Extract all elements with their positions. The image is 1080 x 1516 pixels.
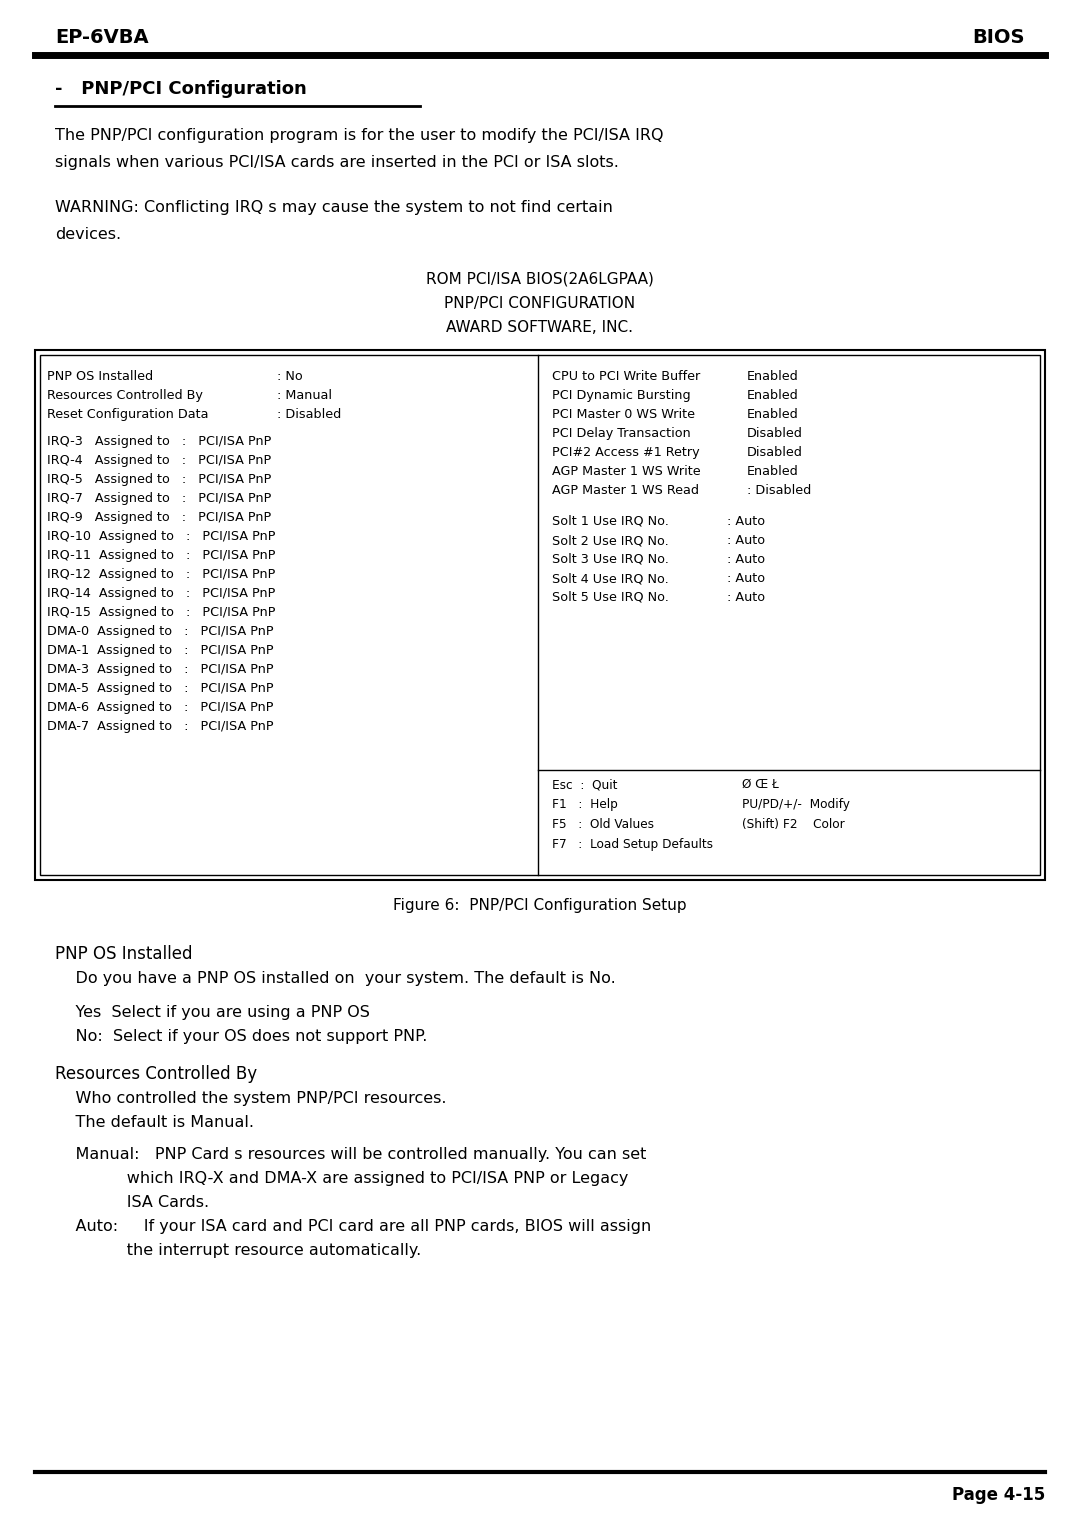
Text: PNP OS Installed: PNP OS Installed [55, 944, 192, 963]
Text: : Auto: : Auto [727, 572, 765, 585]
Text: which IRQ-X and DMA-X are assigned to PCI/ISA PNP or Legacy: which IRQ-X and DMA-X are assigned to PC… [55, 1170, 629, 1186]
Text: IRQ-3   Assigned to   :   PCI/ISA PnP: IRQ-3 Assigned to : PCI/ISA PnP [48, 435, 271, 449]
Text: IRQ-7   Assigned to   :   PCI/ISA PnP: IRQ-7 Assigned to : PCI/ISA PnP [48, 493, 271, 505]
Text: AWARD SOFTWARE, INC.: AWARD SOFTWARE, INC. [446, 320, 634, 335]
Text: IRQ-4   Assigned to   :   PCI/ISA PnP: IRQ-4 Assigned to : PCI/ISA PnP [48, 453, 271, 467]
Text: PCI Master 0 WS Write: PCI Master 0 WS Write [552, 408, 696, 421]
Text: : Disabled: : Disabled [747, 484, 811, 497]
Text: IRQ-9   Assigned to   :   PCI/ISA PnP: IRQ-9 Assigned to : PCI/ISA PnP [48, 511, 271, 525]
Text: BIOS: BIOS [972, 27, 1025, 47]
Text: AGP Master 1 WS Read: AGP Master 1 WS Read [552, 484, 699, 497]
Text: DMA-0  Assigned to   :   PCI/ISA PnP: DMA-0 Assigned to : PCI/ISA PnP [48, 625, 273, 638]
Text: IRQ-5   Assigned to   :   PCI/ISA PnP: IRQ-5 Assigned to : PCI/ISA PnP [48, 473, 271, 487]
Text: Solt 2 Use IRQ No.: Solt 2 Use IRQ No. [552, 534, 669, 547]
Text: EP-6VBA: EP-6VBA [55, 27, 149, 47]
Text: : Auto: : Auto [727, 591, 765, 603]
Text: DMA-7  Assigned to   :   PCI/ISA PnP: DMA-7 Assigned to : PCI/ISA PnP [48, 720, 273, 734]
Text: PNP/PCI CONFIGURATION: PNP/PCI CONFIGURATION [445, 296, 635, 311]
Text: The PNP/PCI configuration program is for the user to modify the PCI/ISA IRQ: The PNP/PCI configuration program is for… [55, 127, 663, 143]
Text: IRQ-11  Assigned to   :   PCI/ISA PnP: IRQ-11 Assigned to : PCI/ISA PnP [48, 549, 275, 562]
Text: devices.: devices. [55, 227, 121, 243]
Text: : Auto: : Auto [727, 534, 765, 547]
Text: F1   :  Help: F1 : Help [552, 797, 618, 811]
Text: : Auto: : Auto [727, 553, 765, 565]
Text: Solt 3 Use IRQ No.: Solt 3 Use IRQ No. [552, 553, 669, 565]
Bar [40, 355, 1040, 875]
Text: DMA-3  Assigned to   :   PCI/ISA PnP: DMA-3 Assigned to : PCI/ISA PnP [48, 662, 273, 676]
Text: -   PNP/PCI Configuration: - PNP/PCI Configuration [55, 80, 307, 99]
Text: signals when various PCI/ISA cards are inserted in the PCI or ISA slots.: signals when various PCI/ISA cards are i… [55, 155, 619, 170]
Text: Esc  :  Quit: Esc : Quit [552, 778, 618, 791]
Text: CPU to PCI Write Buffer: CPU to PCI Write Buffer [552, 370, 700, 384]
Text: Enabled: Enabled [747, 465, 799, 478]
Text: IRQ-14  Assigned to   :   PCI/ISA PnP: IRQ-14 Assigned to : PCI/ISA PnP [48, 587, 275, 600]
Text: PU/PD/+/-  Modify: PU/PD/+/- Modify [742, 797, 850, 811]
Text: DMA-1  Assigned to   :   PCI/ISA PnP: DMA-1 Assigned to : PCI/ISA PnP [48, 644, 273, 656]
Text: AGP Master 1 WS Write: AGP Master 1 WS Write [552, 465, 701, 478]
Text: Solt 1 Use IRQ No.: Solt 1 Use IRQ No. [552, 515, 669, 528]
Text: DMA-5  Assigned to   :   PCI/ISA PnP: DMA-5 Assigned to : PCI/ISA PnP [48, 682, 273, 694]
Text: Ø Œ Ł: Ø Œ Ł [742, 778, 779, 791]
Text: F7   :  Load Setup Defaults: F7 : Load Setup Defaults [552, 838, 713, 850]
Bar [35, 350, 1045, 879]
Text: WARNING: Conflicting IRQ s may cause the system to not find certain: WARNING: Conflicting IRQ s may cause the… [55, 200, 612, 215]
Text: IRQ-12  Assigned to   :   PCI/ISA PnP: IRQ-12 Assigned to : PCI/ISA PnP [48, 568, 275, 581]
Text: Reset Configuration Data: Reset Configuration Data [48, 408, 208, 421]
Text: Solt 4 Use IRQ No.: Solt 4 Use IRQ No. [552, 572, 669, 585]
Text: Enabled: Enabled [747, 390, 799, 402]
Text: The default is Manual.: The default is Manual. [55, 1114, 254, 1129]
Text: Disabled: Disabled [747, 428, 802, 440]
Text: Resources Controlled By: Resources Controlled By [48, 390, 203, 402]
Text: Page 4-15: Page 4-15 [951, 1486, 1045, 1504]
Text: : Auto: : Auto [727, 515, 765, 528]
Text: Figure 6:  PNP/PCI Configuration Setup: Figure 6: PNP/PCI Configuration Setup [393, 897, 687, 913]
Text: DMA-6  Assigned to   :   PCI/ISA PnP: DMA-6 Assigned to : PCI/ISA PnP [48, 700, 273, 714]
Text: PCI Delay Transaction: PCI Delay Transaction [552, 428, 691, 440]
Text: Yes  Select if you are using a PNP OS: Yes Select if you are using a PNP OS [55, 1005, 369, 1020]
Text: Disabled: Disabled [747, 446, 802, 459]
Text: ROM PCI/ISA BIOS(2A6LGPAA): ROM PCI/ISA BIOS(2A6LGPAA) [427, 271, 653, 287]
Text: Do you have a PNP OS installed on  your system. The default is No.: Do you have a PNP OS installed on your s… [55, 972, 616, 985]
Text: Enabled: Enabled [747, 408, 799, 421]
Text: IRQ-10  Assigned to   :   PCI/ISA PnP: IRQ-10 Assigned to : PCI/ISA PnP [48, 531, 275, 543]
Text: : Disabled: : Disabled [276, 408, 341, 421]
Text: IRQ-15  Assigned to   :   PCI/ISA PnP: IRQ-15 Assigned to : PCI/ISA PnP [48, 606, 275, 619]
Text: : No: : No [276, 370, 302, 384]
Text: F5   :  Old Values: F5 : Old Values [552, 819, 654, 831]
Text: ISA Cards.: ISA Cards. [55, 1195, 210, 1210]
Text: the interrupt resource automatically.: the interrupt resource automatically. [55, 1243, 421, 1258]
Text: PCI Dynamic Bursting: PCI Dynamic Bursting [552, 390, 690, 402]
Text: Resources Controlled By: Resources Controlled By [55, 1066, 257, 1082]
Text: Auto:     If your ISA card and PCI card are all PNP cards, BIOS will assign: Auto: If your ISA card and PCI card are … [55, 1219, 651, 1234]
Text: Enabled: Enabled [747, 370, 799, 384]
Text: PCI#2 Access #1 Retry: PCI#2 Access #1 Retry [552, 446, 700, 459]
Text: (Shift) F2    Color: (Shift) F2 Color [742, 819, 845, 831]
Text: PNP OS Installed: PNP OS Installed [48, 370, 153, 384]
Text: No:  Select if your OS does not support PNP.: No: Select if your OS does not support P… [55, 1029, 428, 1045]
Text: Manual:   PNP Card s resources will be controlled manually. You can set: Manual: PNP Card s resources will be con… [55, 1148, 646, 1161]
Text: : Manual: : Manual [276, 390, 332, 402]
Text: Solt 5 Use IRQ No.: Solt 5 Use IRQ No. [552, 591, 669, 603]
Text: Who controlled the system PNP/PCI resources.: Who controlled the system PNP/PCI resour… [55, 1092, 446, 1107]
